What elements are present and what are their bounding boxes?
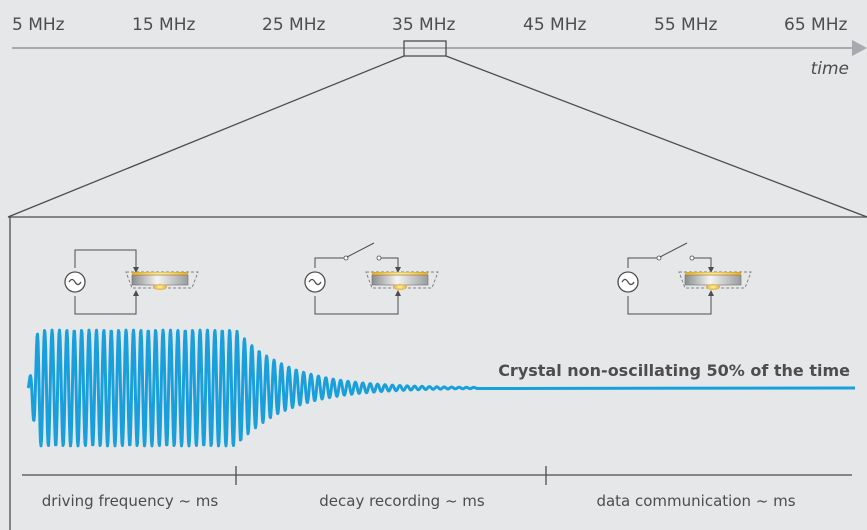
freq-tick-25mhz: 25 MHz <box>262 15 325 35</box>
freq-tick-5mhz: 5 MHz <box>12 15 65 35</box>
zoom-window <box>403 40 447 57</box>
zoom-projection-left <box>7 55 405 218</box>
phase-timeline: driving frequency ~ ms decay recording ~… <box>22 466 852 510</box>
crystal-resonator-icon <box>678 271 752 290</box>
crystal-non-oscillating-label: Crystal non-oscillating 50% of the time <box>498 361 850 380</box>
time-axis-label: time <box>811 59 849 79</box>
freq-tick-55mhz: 55 MHz <box>654 15 717 35</box>
crystal-resonator-icon <box>125 271 199 290</box>
time-axis-arrowhead <box>852 40 867 56</box>
phase-driving-label: driving frequency ~ ms <box>42 492 219 510</box>
ac-source-icon <box>617 271 639 293</box>
freq-tick-15mhz: 15 MHz <box>132 15 195 35</box>
ac-source-icon <box>64 271 86 293</box>
circuit-decay <box>304 242 439 315</box>
crystal-resonator-icon <box>365 271 439 290</box>
circuit-communication <box>617 242 752 315</box>
frequency-axis: 5 MHz 15 MHz 25 MHz 35 MHz 45 MHz 55 MHz… <box>12 15 867 79</box>
ac-source-icon <box>304 271 326 293</box>
phase-communication-label: data communication ~ ms <box>596 492 795 510</box>
zoom-projection-right <box>445 55 867 218</box>
oscillation-waveform <box>26 328 856 448</box>
circuit-driving <box>64 249 199 315</box>
phase-decay-label: decay recording ~ ms <box>319 492 485 510</box>
freq-tick-35mhz: 35 MHz <box>392 15 455 35</box>
freq-tick-65mhz: 65 MHz <box>784 15 847 35</box>
freq-tick-45mhz: 45 MHz <box>523 15 586 35</box>
